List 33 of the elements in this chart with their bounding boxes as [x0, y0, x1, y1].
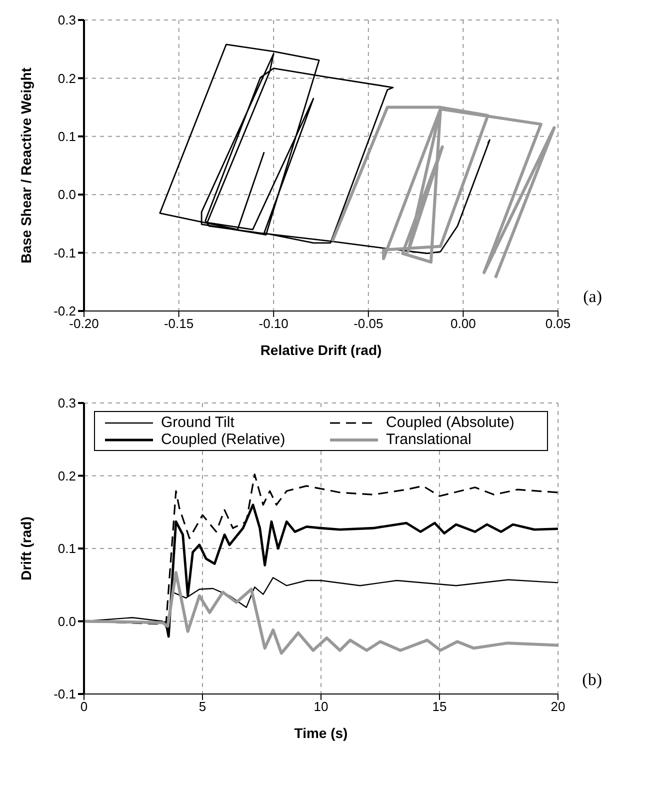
x-tick-label: 15	[432, 699, 447, 714]
y-tick-label: 0.1	[58, 129, 76, 144]
y-tick-label: 0.2	[58, 468, 76, 484]
y-axis-title: Base Shear / Reactive Weight	[18, 67, 34, 264]
line-series	[159, 44, 490, 254]
x-tick-label: 0.00	[450, 316, 476, 332]
text: (a)	[583, 287, 602, 307]
text: (b)	[582, 670, 602, 690]
y-tick-label: -0.2	[54, 304, 76, 319]
legend-label: Ground Tilt	[161, 414, 234, 431]
x-tick-label: -0.15	[164, 316, 194, 332]
y-tick-label: -0.1	[54, 245, 76, 260]
y-tick-label: 0.1	[58, 541, 76, 556]
y-tick-label: 0.3	[58, 12, 76, 28]
x-tick-label: -0.10	[258, 316, 288, 332]
y-axis-title: Drift (rad)	[18, 516, 34, 580]
legend-label: Translational	[386, 431, 472, 448]
legend-label: Coupled (Absolute)	[386, 414, 514, 431]
x-tick-label: 10	[314, 699, 328, 714]
y-tick-label: 0.0	[58, 614, 76, 629]
y-tick-label: 0.2	[58, 70, 76, 86]
legend-label: Coupled (Relative)	[161, 431, 286, 448]
x-axis-title: Relative Drift (rad)	[260, 342, 382, 358]
x-tick-label: 20	[550, 699, 566, 714]
y-tick-label: 0.3	[58, 396, 76, 411]
y-tick-label: -0.1	[54, 686, 76, 702]
x-tick-label: 0	[80, 699, 88, 714]
x-tick-label: -0.05	[354, 316, 384, 332]
x-tick-label: -0.20	[69, 316, 99, 332]
y-tick-label: 0.0	[58, 187, 76, 202]
x-axis-title: Time (s)	[294, 725, 348, 741]
x-tick-label: 5	[198, 699, 206, 714]
x-tick-label: 0.05	[545, 316, 571, 332]
